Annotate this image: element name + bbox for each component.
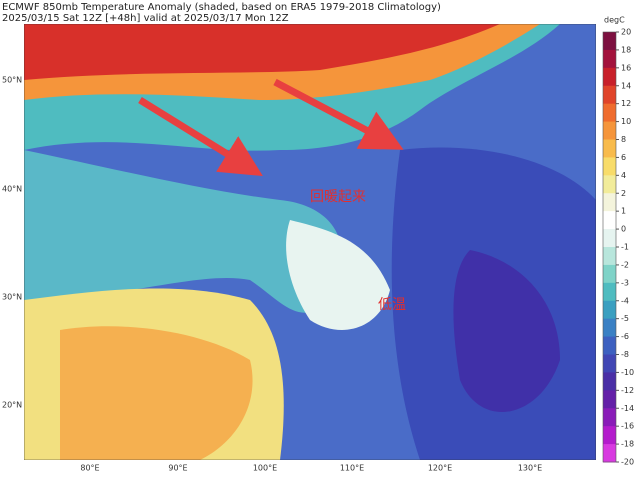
colorbar-band	[603, 121, 616, 140]
lat-label: 30°N	[2, 293, 22, 302]
field-white	[286, 220, 390, 330]
lon-label: 80°E	[80, 464, 99, 473]
lon-label: 130°E	[518, 464, 542, 473]
colorbar-tick-label: -10	[621, 368, 634, 377]
colorbar-band	[603, 85, 616, 105]
field-orange	[60, 326, 253, 460]
colorbar-tick-label: -14	[621, 404, 634, 413]
colorbar-band	[603, 139, 616, 158]
colorbar-tick-label: -5	[621, 314, 629, 323]
colorbar-band	[603, 229, 616, 248]
colorbar-tick-label: -4	[621, 296, 629, 305]
colorbar-band	[603, 426, 616, 445]
colorbar-tick-label: 6	[621, 153, 626, 162]
colorbar-tick-label: -2	[621, 260, 629, 269]
colorbar-band	[603, 175, 616, 194]
colorbar-tick-label: 16	[621, 63, 631, 72]
colorbar-tick-label: -20	[621, 458, 634, 467]
colorbar-band	[603, 157, 616, 176]
colorbar-band	[603, 336, 616, 355]
arrow	[138, 97, 263, 177]
colorbar-tick-label: 1	[621, 207, 626, 216]
colorbar-band	[603, 318, 616, 338]
colorbar-band	[603, 49, 616, 69]
colorbar-tick-label: 18	[621, 45, 631, 54]
colorbar-tick-label: 8	[621, 135, 626, 144]
colorbar-unit: degC	[604, 16, 625, 25]
colorbar-tick-label: -8	[621, 350, 629, 359]
colorbar-band	[603, 300, 616, 320]
colorbar-band	[603, 264, 616, 284]
lat-label: 40°N	[2, 185, 22, 194]
lon-label: 100°E	[253, 464, 277, 473]
title: ECMWF 850mb Temperature Anomaly (shaded,…	[2, 2, 441, 13]
colorbar-tick-label: -1	[621, 243, 629, 252]
arrow	[273, 78, 404, 150]
colorbar-tick-label: 2	[621, 189, 626, 198]
colorbar-tick-label: -12	[621, 386, 634, 395]
lat-label: 20°N	[2, 401, 22, 410]
colorbar-band	[603, 408, 616, 427]
colorbar-band	[603, 32, 616, 51]
colorbar-band	[603, 193, 616, 212]
colorbar-band	[603, 282, 616, 302]
colorbar-tick-label: 4	[621, 171, 626, 180]
colorbar-band	[603, 67, 616, 87]
colorbar-band	[603, 390, 616, 409]
colorbar-tick-label: -16	[621, 422, 634, 431]
lon-label: 90°E	[168, 464, 187, 473]
colorbar-tick-label: 14	[621, 81, 631, 90]
colorbar-band	[603, 444, 616, 463]
colorbar-band	[603, 103, 616, 123]
colorbar-tick-label: -18	[621, 440, 634, 449]
colorbar-band	[603, 247, 616, 266]
colorbar-tick-label: -6	[621, 332, 629, 341]
colorbar-tick-label: 10	[621, 117, 631, 126]
lat-label: 50°N	[2, 76, 22, 85]
colorbar-band	[603, 354, 616, 373]
colorbar-tick-label: 12	[621, 99, 631, 108]
field-coldest	[453, 250, 560, 413]
annotation: 低温	[378, 297, 406, 313]
annotation: 回暖起来	[310, 189, 366, 205]
colorbar-tick-label: 0	[621, 225, 626, 234]
field-teal	[24, 150, 342, 313]
colorbar-band	[603, 211, 616, 230]
subtitle: 2025/03/15 Sat 12Z [+48h] valid at 2025/…	[2, 13, 289, 24]
map-field	[24, 24, 596, 460]
field-hot	[24, 24, 500, 80]
lon-label: 110°E	[340, 464, 364, 473]
colorbar-band	[603, 372, 616, 391]
lon-label: 120°E	[428, 464, 452, 473]
colorbar-tick-label: 20	[621, 28, 631, 37]
colorbar-tick-label: -3	[621, 278, 629, 287]
